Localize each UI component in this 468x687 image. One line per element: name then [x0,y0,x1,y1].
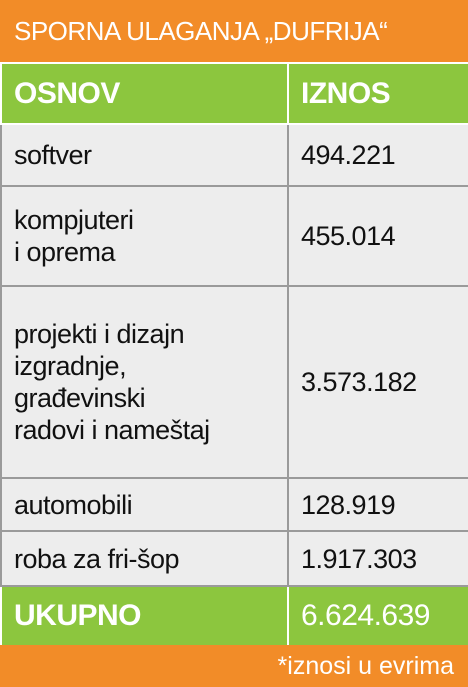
header-row: OSNOV IZNOS [0,62,468,125]
amount-cell: 494.221 [287,123,468,187]
data-row: kompjuteri i oprema 455.014 [0,185,468,287]
label-cell: softver [0,123,289,187]
data-row: projekti i dizajn izgradnje, građevinski… [0,285,468,479]
total-row: UKUPNO 6.624.639 [0,585,468,647]
amount-cell: 1.917.303 [287,530,468,587]
table: OSNOV IZNOS softver 494.221 kompjuteri i opr… [0,62,468,647]
label-cell: UKUPNO [0,585,289,647]
data-row: roba za fri-šop 1.917.303 [0,530,468,587]
data-row: automobili 128.919 [0,477,468,532]
label-cell: automobili [0,477,289,532]
title: SPORNA ULAGANJA „DUFRIJA“ [0,0,468,62]
amount-cell: 128.919 [287,477,468,532]
data-row: softver 494.221 [0,123,468,187]
label-cell: roba za fri-šop [0,530,289,587]
label-cell: OSNOV [0,62,289,125]
amount-cell: 3.573.182 [287,285,468,479]
amount-cell: IZNOS [287,62,468,125]
amount-cell: 6.624.639 [287,585,468,647]
amount-cell: 455.014 [287,185,468,287]
label-cell: projekti i dizajn izgradnje, građevinski… [0,285,289,479]
footnote: *iznosi u evrima [0,645,468,687]
label-cell: kompjuteri i oprema [0,185,289,287]
